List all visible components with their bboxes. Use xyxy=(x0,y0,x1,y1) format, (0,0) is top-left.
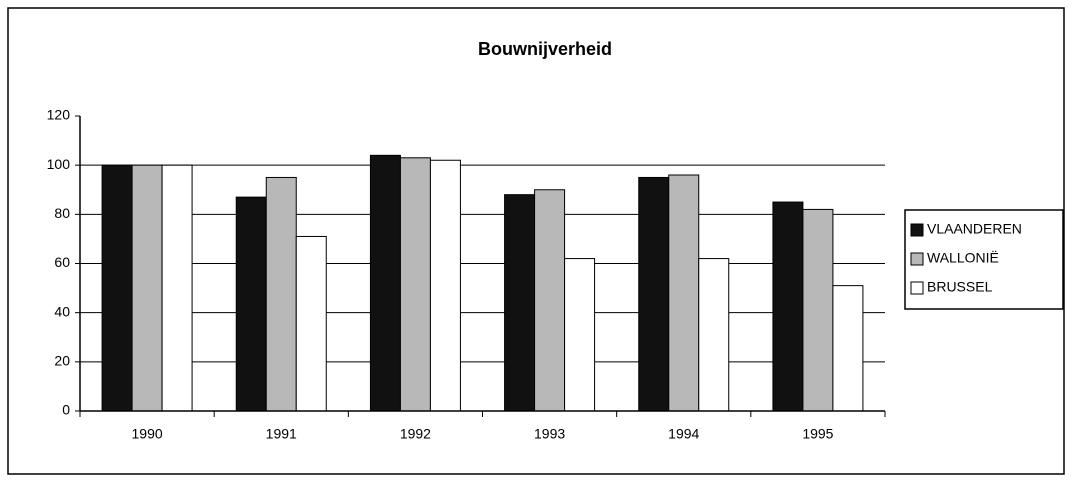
bar xyxy=(131,164,163,412)
chart-title: Bouwnijverheid xyxy=(478,39,612,59)
legend-swatch xyxy=(910,252,924,266)
bar xyxy=(668,174,700,412)
x-tick-label: 1992 xyxy=(400,426,431,442)
x-tick-label: 1993 xyxy=(534,426,565,442)
x-tick-label: 1991 xyxy=(266,426,297,442)
bar xyxy=(802,208,834,412)
bar xyxy=(265,176,297,412)
bar xyxy=(698,258,730,412)
bar xyxy=(295,235,327,412)
bar xyxy=(772,201,804,412)
bar xyxy=(564,258,596,412)
legend-swatch xyxy=(910,281,924,295)
y-tick-label: 0 xyxy=(62,402,70,418)
y-tick-label: 80 xyxy=(54,205,70,221)
x-tick-label: 1995 xyxy=(802,426,833,442)
legend-swatch xyxy=(910,223,924,237)
y-tick-label: 40 xyxy=(54,303,70,319)
bar xyxy=(429,159,461,412)
bar xyxy=(638,176,670,412)
bar xyxy=(369,154,401,412)
bar xyxy=(101,164,133,412)
legend-box xyxy=(904,209,1064,310)
bar xyxy=(534,189,566,412)
x-tick-label: 1990 xyxy=(132,426,163,442)
bar xyxy=(161,164,193,412)
x-tick-label: 1994 xyxy=(668,426,699,442)
bar xyxy=(504,194,536,412)
y-tick-label: 20 xyxy=(54,353,70,369)
legend-label: BRUSSEL xyxy=(927,279,993,295)
bar xyxy=(832,285,864,412)
legend-label: WALLONIË xyxy=(927,250,999,266)
y-tick-label: 100 xyxy=(47,156,71,172)
bar xyxy=(235,196,267,412)
y-tick-label: 120 xyxy=(47,107,71,123)
legend-label: VLAANDEREN xyxy=(927,221,1022,237)
y-tick-label: 60 xyxy=(54,254,70,270)
bar xyxy=(399,157,431,412)
